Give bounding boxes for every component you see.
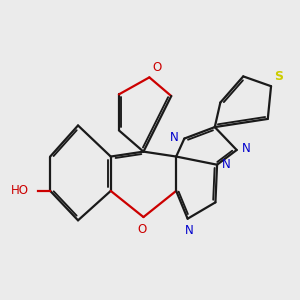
Text: N: N: [170, 130, 179, 144]
Text: N: N: [242, 142, 251, 155]
Text: O: O: [137, 223, 147, 236]
Text: N: N: [222, 158, 231, 171]
Text: S: S: [274, 70, 284, 83]
Text: HO: HO: [11, 184, 28, 197]
Text: O: O: [152, 61, 161, 74]
Text: N: N: [185, 224, 194, 237]
